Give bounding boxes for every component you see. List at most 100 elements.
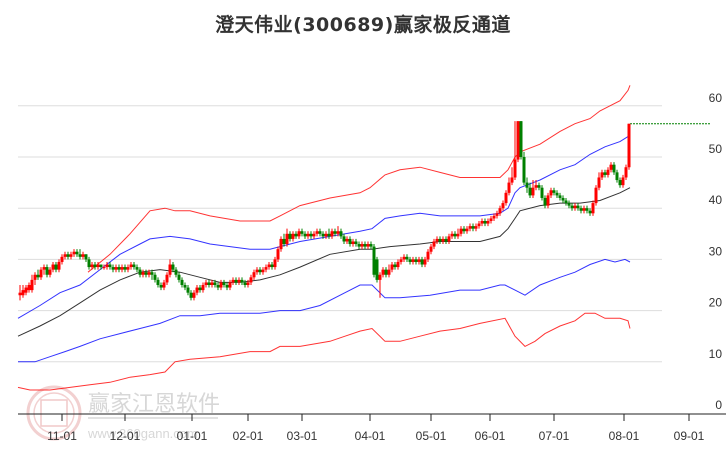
candle — [144, 272, 148, 275]
candle — [369, 244, 373, 247]
candle — [594, 187, 598, 204]
candle — [273, 259, 277, 268]
candle — [558, 195, 562, 198]
candle — [381, 269, 385, 275]
candle — [531, 187, 535, 196]
candle — [120, 267, 124, 270]
candle — [228, 282, 232, 288]
candle — [543, 197, 547, 206]
candle — [447, 236, 451, 242]
candle — [249, 277, 253, 283]
x-tick-label: 02-01 — [233, 429, 264, 443]
candle — [402, 256, 406, 260]
candle — [246, 282, 250, 285]
candle — [90, 264, 94, 268]
candle — [522, 157, 526, 183]
watermark-url: www.360gann.com — [87, 426, 198, 441]
line-upper_outer — [87, 85, 631, 273]
candle — [21, 290, 25, 296]
candle — [216, 285, 220, 288]
candle — [570, 205, 574, 209]
candle — [417, 259, 421, 262]
candle — [309, 233, 313, 237]
candle — [462, 228, 466, 232]
candle — [360, 244, 364, 247]
candle — [378, 274, 382, 280]
candle — [126, 267, 130, 270]
candle — [456, 233, 460, 237]
candle — [93, 264, 97, 268]
candle — [237, 279, 241, 283]
candle — [153, 274, 157, 280]
candle — [561, 197, 565, 201]
candle — [354, 241, 358, 245]
watermark: 赢家江恩软件 www.360gann.com — [26, 385, 220, 441]
candle — [294, 233, 298, 237]
candle — [132, 264, 136, 268]
candle — [222, 282, 226, 285]
x-tick-label: 05-01 — [416, 429, 447, 443]
candle — [423, 259, 427, 265]
x-tick-label: 08-01 — [609, 429, 640, 443]
line-middle — [17, 187, 631, 337]
candle — [255, 269, 259, 273]
candle — [243, 282, 247, 285]
candle — [207, 282, 211, 285]
candle — [117, 267, 121, 270]
candle — [483, 221, 487, 224]
candle — [486, 221, 490, 224]
candle — [459, 228, 463, 234]
candle — [498, 208, 502, 214]
candle — [411, 259, 415, 262]
candle — [201, 285, 205, 291]
candle — [552, 190, 556, 193]
candle — [141, 272, 145, 275]
candle — [351, 241, 355, 245]
y-tick-label: 30 — [709, 244, 723, 258]
candle — [585, 208, 589, 211]
x-tick-label: 01-01 — [177, 429, 208, 443]
candle — [525, 182, 529, 188]
candle — [348, 238, 352, 245]
candle — [171, 264, 175, 270]
candle — [564, 200, 568, 204]
candle — [603, 172, 607, 175]
y-tick-label: 0 — [715, 398, 722, 412]
candle — [135, 267, 139, 270]
candle — [321, 233, 325, 237]
candle — [129, 264, 133, 268]
candle — [567, 203, 571, 206]
candle — [96, 264, 100, 268]
candle — [444, 238, 448, 242]
candle — [111, 267, 115, 270]
candle — [279, 238, 283, 250]
candle — [27, 285, 31, 291]
candle — [288, 233, 292, 239]
chart-title: 澄天伟业(300689)赢家极反通道 — [215, 14, 511, 36]
candle — [516, 121, 520, 160]
candle — [453, 233, 457, 237]
candle — [534, 185, 538, 188]
candle — [270, 264, 274, 268]
candle — [291, 233, 295, 239]
x-tick-label: 04-01 — [355, 429, 386, 443]
candle — [174, 269, 178, 275]
candle — [267, 264, 271, 268]
candle — [582, 208, 586, 211]
candle — [342, 236, 346, 242]
candle — [327, 233, 331, 237]
candle — [264, 267, 268, 270]
candle — [372, 246, 376, 275]
candle — [441, 238, 445, 242]
candle — [210, 282, 214, 285]
candle — [195, 287, 199, 293]
candle — [66, 254, 70, 257]
candle — [39, 269, 43, 278]
candle — [165, 274, 169, 283]
y-axis-labels: 0 10 20 30 40 50 60 — [709, 91, 723, 412]
candle — [258, 269, 262, 273]
candle — [345, 238, 349, 242]
candle — [366, 244, 370, 247]
candle — [147, 272, 151, 275]
